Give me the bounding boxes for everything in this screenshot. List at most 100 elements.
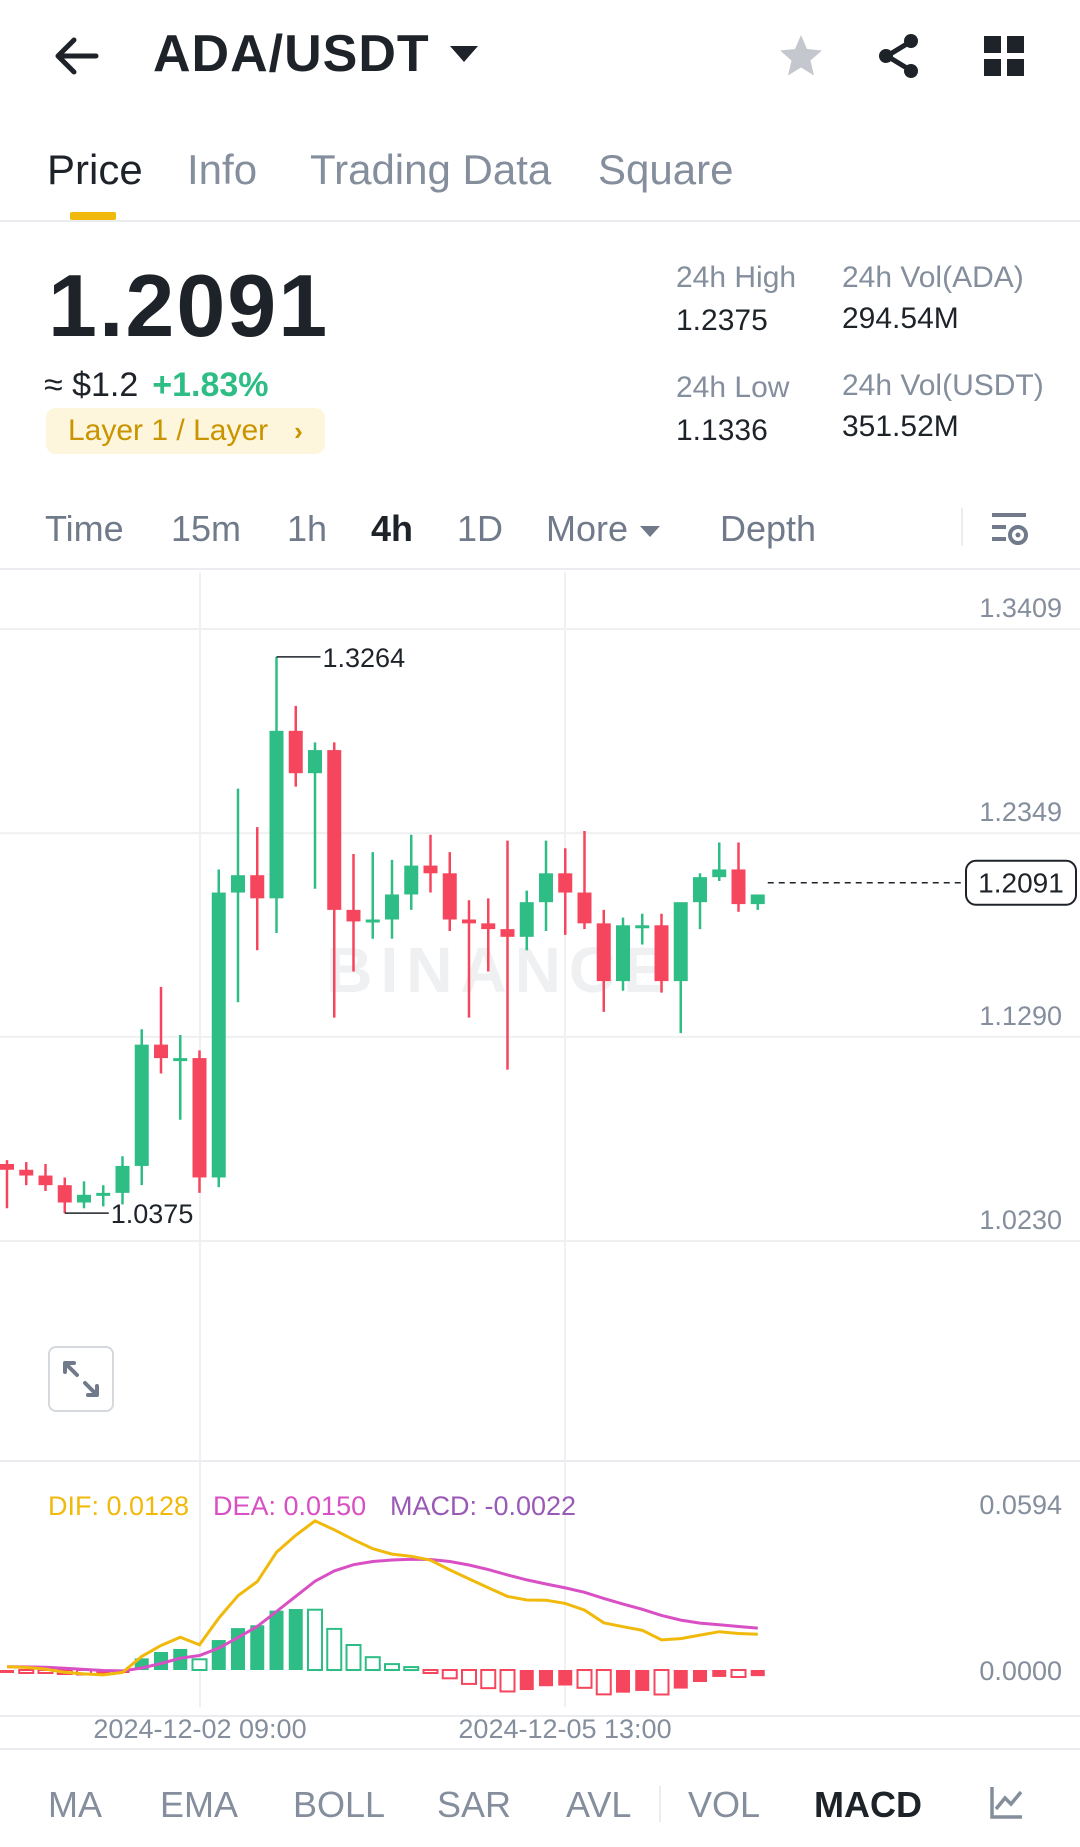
divider — [961, 508, 963, 546]
tab-square[interactable]: Square — [598, 146, 734, 193]
candle-body — [250, 875, 265, 899]
star-icon — [780, 35, 822, 76]
interval-more[interactable]: More — [546, 508, 661, 550]
macd-histogram-bar — [0, 1669, 14, 1673]
candle-body — [192, 1058, 207, 1178]
candle-body — [0, 1163, 14, 1170]
candle-body — [96, 1192, 111, 1196]
fullscreen-button[interactable] — [48, 1346, 114, 1412]
low-value: 1.1336 — [676, 414, 768, 447]
vol-quote-value: 351.52M — [842, 410, 959, 443]
chart-settings-icon — [992, 513, 1028, 545]
macd-legend-dea: DEA: 0.0150 — [213, 1491, 366, 1521]
tab-info[interactable]: Info — [187, 146, 258, 193]
usd-price-line: ≈ $1.2 +1.83% — [44, 366, 269, 405]
macd-histogram-bar — [269, 1610, 284, 1670]
current-price-label: 1.2091 — [978, 868, 1064, 899]
indicator-vol[interactable]: VOL — [688, 1784, 761, 1825]
tab-price[interactable]: Price — [47, 146, 143, 193]
macd-histogram-bar — [134, 1658, 149, 1670]
high-value: 1.2375 — [676, 304, 768, 337]
top-bar: ADA/USDT — [0, 0, 1080, 110]
candle-body — [19, 1169, 34, 1176]
macd-histogram-bar — [730, 1668, 747, 1678]
price-axis-tick: 1.1290 — [979, 1001, 1062, 1031]
depth-tab[interactable]: Depth — [720, 508, 817, 549]
candle-body — [539, 873, 553, 903]
indicator-bar: MA EMA BOLL SAR AVL VOL MACD — [0, 1748, 1080, 1847]
interval-time[interactable]: Time — [45, 508, 124, 549]
share-button[interactable] — [871, 28, 927, 84]
macd-histogram-bar — [673, 1669, 688, 1689]
macd-histogram-bar — [345, 1644, 362, 1671]
macd-histogram-bar — [693, 1669, 707, 1683]
interval-4h[interactable]: 4h — [371, 508, 414, 549]
candle-body — [211, 892, 226, 1178]
macd-axis-tick: 0.0000 — [979, 1656, 1062, 1686]
indicator-ema[interactable]: EMA — [160, 1784, 239, 1825]
candle-body — [481, 923, 496, 930]
chart-settings-button[interactable] — [985, 504, 1035, 554]
tab-trading-data[interactable]: Trading Data — [310, 146, 552, 193]
current-price-box — [965, 859, 1077, 906]
candle-body — [134, 1044, 149, 1166]
indicator-ma[interactable]: MA — [48, 1784, 102, 1825]
indicator-settings-icon — [990, 1787, 1023, 1819]
dif-line — [6, 1519, 758, 1677]
macd-histogram-bar — [595, 1668, 612, 1696]
pair-selector[interactable]: ADA/USDT — [153, 24, 478, 84]
macd-histogram-bar — [422, 1668, 439, 1674]
caret-down-icon — [449, 46, 478, 62]
macd-histogram-bar — [653, 1668, 670, 1696]
macd-histogram-bar — [96, 1669, 111, 1675]
low-label: 24h Low — [676, 371, 790, 404]
candle-body — [385, 894, 399, 920]
back-button[interactable] — [48, 28, 104, 84]
candle-body — [500, 929, 515, 937]
interval-bar: Time 15m 1h 4h 1D More Depth — [0, 500, 1080, 570]
interval-1h[interactable]: 1h — [287, 508, 328, 549]
candle-body — [519, 902, 534, 937]
pair-name: ADA/USDT — [153, 25, 430, 83]
macd-histogram-bar — [635, 1669, 650, 1691]
favorite-button[interactable] — [773, 28, 829, 84]
indicator-avl[interactable]: AVL — [566, 1784, 632, 1825]
category-tag-label: Layer 1 / Layer — [68, 414, 269, 447]
time-axis-tick: 2024-12-05 13:00 — [458, 1714, 671, 1744]
dea-line — [6, 1557, 758, 1673]
macd-histogram-bar — [461, 1668, 477, 1685]
category-tag[interactable]: Layer 1 / Layer › — [46, 408, 325, 454]
expand-icon — [63, 1361, 99, 1397]
macd-histogram-bar — [441, 1668, 458, 1680]
indicator-boll[interactable]: BOLL — [293, 1784, 386, 1825]
candle-body — [77, 1194, 91, 1203]
candle-body — [654, 925, 669, 982]
macd-histogram-bar — [576, 1668, 593, 1689]
interval-15m[interactable]: 15m — [171, 508, 242, 549]
interval-1d[interactable]: 1D — [457, 508, 504, 549]
candle-body — [365, 919, 380, 923]
indicator-settings-button[interactable] — [985, 1780, 1029, 1824]
macd-histogram-bar — [288, 1609, 303, 1670]
candle-body — [288, 730, 303, 774]
macd-histogram-bar — [712, 1669, 727, 1677]
candle-body — [442, 873, 457, 920]
candle-body — [327, 750, 342, 910]
indicator-sar[interactable]: SAR — [437, 1784, 512, 1825]
macd-legend-dif: DIF: 0.0128 — [48, 1491, 189, 1521]
high-marker-label: 1.3264 — [323, 643, 406, 673]
macd-histogram-bar — [384, 1663, 400, 1671]
active-tab-indicator — [70, 212, 116, 220]
candle-body — [423, 865, 438, 874]
candle-body — [558, 873, 573, 893]
grid-menu-button[interactable] — [976, 28, 1032, 84]
price-chart[interactable]: BINANCE 1.34091.23491.12901.02301.32641.… — [0, 572, 1080, 1748]
macd-histogram-bar — [616, 1669, 630, 1693]
macd-histogram-bar — [519, 1669, 534, 1691]
chevron-right-icon: › — [294, 415, 303, 446]
indicator-macd[interactable]: MACD — [814, 1784, 922, 1825]
price-axis-tick: 1.2349 — [979, 797, 1062, 827]
macd-histogram-bar — [480, 1668, 497, 1690]
candle-body — [750, 894, 765, 905]
macd-histogram-bar — [750, 1669, 765, 1677]
